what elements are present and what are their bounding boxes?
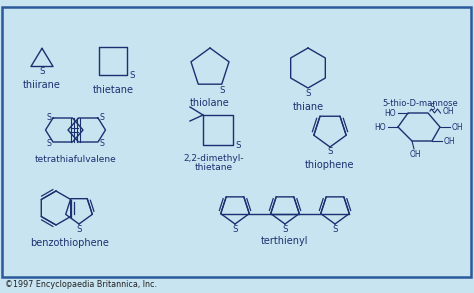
Text: ©1997 Encyclopaedia Britannica, Inc.: ©1997 Encyclopaedia Britannica, Inc. [5,280,157,289]
Text: S: S [46,113,52,122]
Text: S: S [76,224,82,234]
Text: 5-thio-D-mannose: 5-thio-D-mannose [382,99,458,108]
Text: S: S [129,71,135,79]
Text: thiophene: thiophene [305,160,355,170]
Text: OH: OH [444,137,456,146]
Text: OH: OH [443,106,454,115]
Text: HO: HO [374,122,386,132]
Text: benzothiophene: benzothiophene [30,238,109,248]
Text: thiirane: thiirane [23,81,61,91]
Text: S: S [282,224,288,234]
Text: 2,2-dimethyl-: 2,2-dimethyl- [184,154,244,163]
Text: S: S [39,67,45,76]
Text: terthienyl: terthienyl [261,236,309,246]
Text: S: S [305,89,311,98]
Text: OH: OH [452,122,464,132]
Text: S: S [327,147,333,156]
Text: thietane: thietane [195,163,233,172]
Text: S: S [46,139,52,147]
Text: S: S [219,86,225,95]
Text: thietane: thietane [92,85,134,95]
Text: S: S [429,103,435,112]
Text: HO: HO [384,108,396,117]
Text: OH: OH [409,150,421,159]
Text: S: S [100,113,104,122]
Text: S: S [235,141,241,149]
Text: thiane: thiane [292,102,324,112]
Text: tetrathiafulvalene: tetrathiafulvalene [35,155,117,164]
Text: thiolane: thiolane [190,98,230,108]
Text: S: S [100,139,104,147]
Text: S: S [332,224,338,234]
Text: S: S [232,224,238,234]
